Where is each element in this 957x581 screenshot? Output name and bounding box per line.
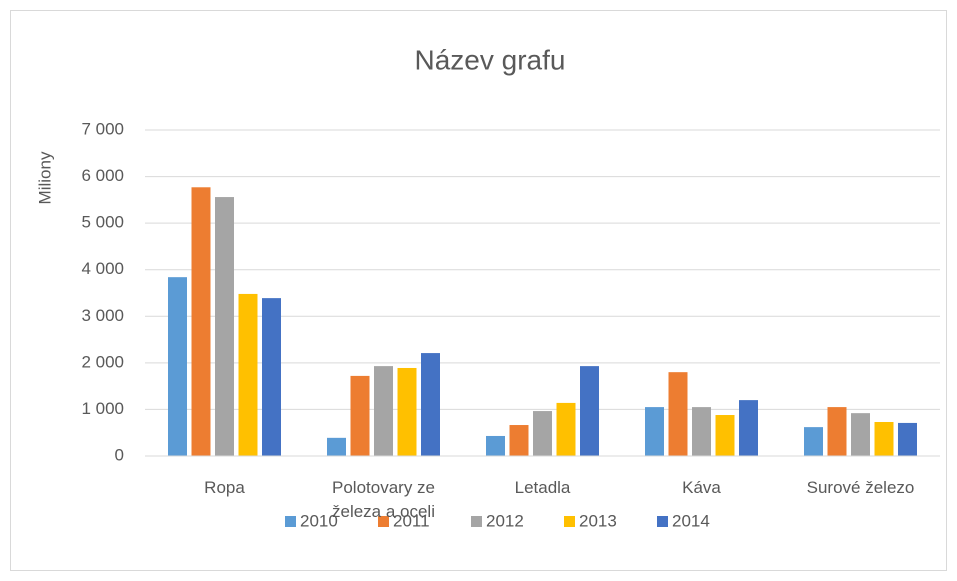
legend-swatch (285, 516, 296, 527)
bar (509, 425, 529, 456)
x-tick-label: Letadla (514, 478, 571, 497)
y-tick-label: 2 000 (81, 352, 124, 371)
bar (262, 298, 281, 456)
bar (397, 367, 417, 456)
bar (827, 407, 847, 456)
bar (374, 366, 393, 456)
bar (851, 413, 870, 456)
y-tick-label: 1 000 (81, 399, 124, 418)
bar (898, 422, 917, 456)
bar (715, 415, 735, 456)
legend-swatch (471, 516, 482, 527)
x-tick-label: Káva (682, 478, 721, 497)
bar (350, 375, 370, 456)
legend-label: 2014 (672, 511, 710, 530)
x-tick-label: Polotovary ze železa a oceli (331, 478, 435, 521)
chart-border (10, 10, 947, 571)
bar (556, 402, 576, 456)
bar (238, 293, 258, 456)
legend-swatch (657, 516, 668, 527)
y-tick-label: 5 000 (81, 213, 124, 232)
chart-title: Název grafu (415, 44, 566, 75)
bar (421, 353, 440, 456)
legend-label: 2013 (579, 511, 617, 530)
bar (804, 427, 823, 456)
y-tick-label: 4 000 (81, 259, 124, 278)
bar (668, 372, 688, 456)
x-tick-label: Surové železo (806, 478, 915, 497)
bar (486, 435, 505, 456)
y-tick-label: 7 000 (81, 119, 124, 138)
x-tick-label: Ropa (204, 478, 245, 497)
bar (645, 407, 664, 456)
bar (692, 407, 711, 456)
legend-swatch (564, 516, 575, 527)
legend-label: 2012 (486, 511, 524, 530)
bar (191, 187, 211, 457)
bar (533, 411, 552, 456)
bar (739, 400, 758, 456)
bar (580, 366, 599, 456)
bar (168, 277, 187, 456)
bar (327, 437, 346, 456)
y-tick-label: 6 000 (81, 166, 124, 185)
y-axis-label: Miliony (35, 151, 54, 204)
legend-label: 2010 (300, 511, 338, 530)
y-tick-label: 3 000 (81, 306, 124, 325)
bar (215, 197, 234, 456)
legend-label: 2011 (393, 511, 430, 530)
bar (874, 422, 894, 456)
legend-swatch (378, 516, 389, 527)
y-tick-label: 0 (115, 445, 124, 464)
